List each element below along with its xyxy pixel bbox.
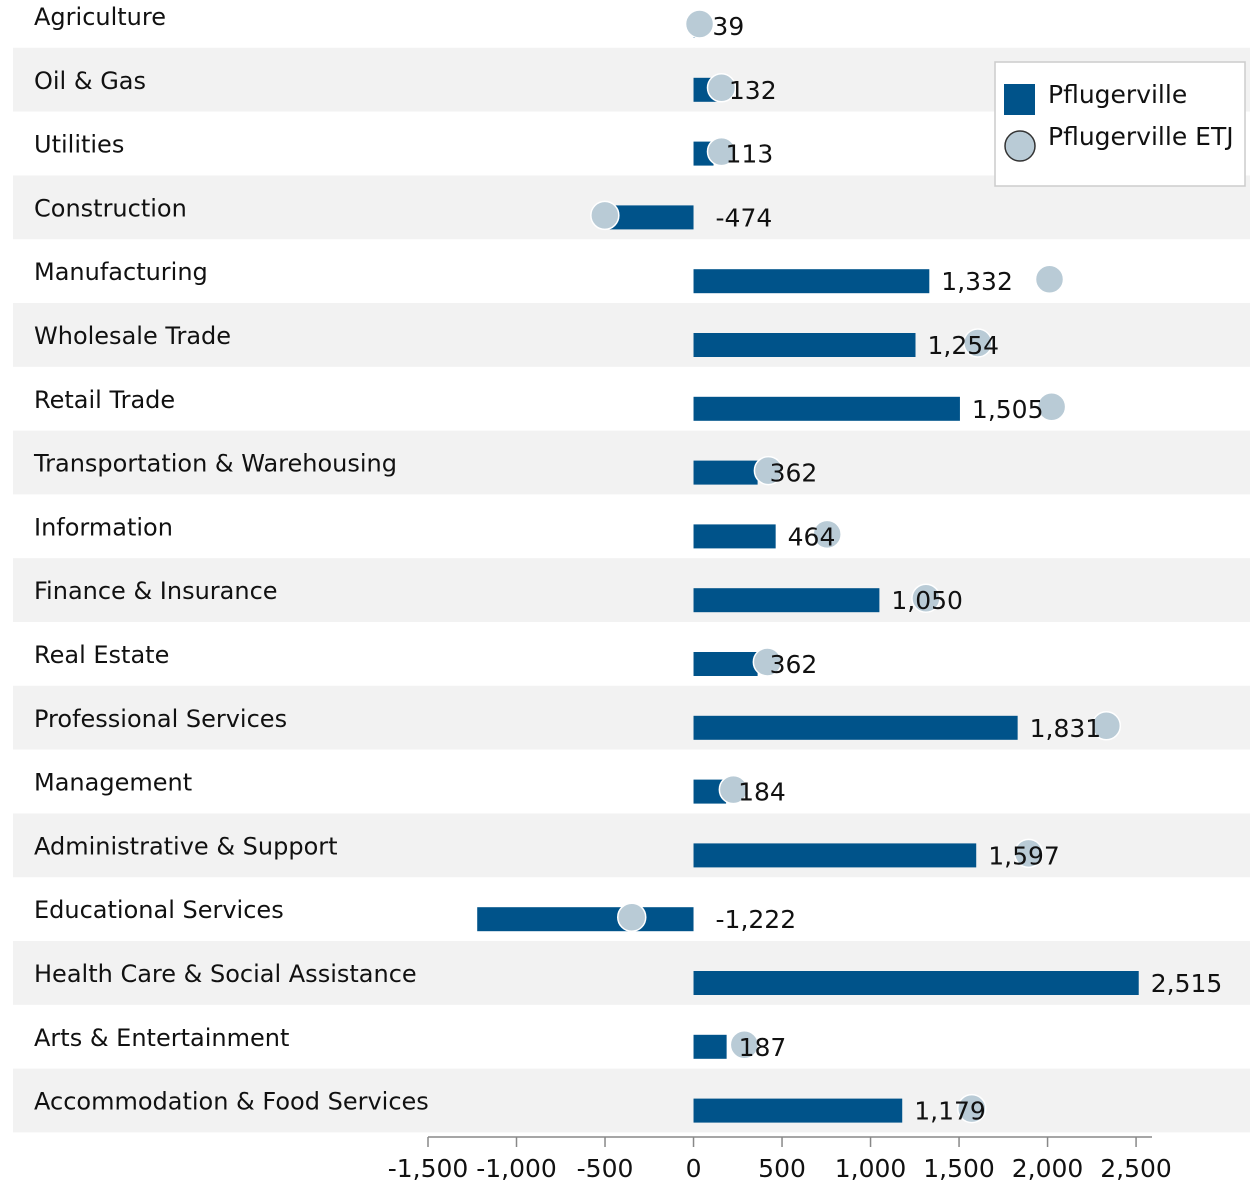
dot — [957, 1093, 987, 1124]
category-label: Arts & Entertainment — [34, 1024, 289, 1052]
bar — [693, 588, 880, 613]
x-tick-label: 2,500 — [1100, 1154, 1172, 1183]
dot — [1036, 392, 1067, 422]
category-label: Wholesale Trade — [34, 322, 231, 350]
bar — [693, 524, 776, 549]
dot — [590, 200, 620, 231]
category-label: Administrative & Support — [34, 832, 338, 860]
bar — [693, 333, 916, 357]
dot — [1034, 264, 1065, 294]
bar — [609, 205, 694, 230]
legend-swatch — [1004, 130, 1036, 162]
bar — [693, 843, 977, 868]
value-label: 362 — [770, 650, 818, 679]
value-label: -474 — [716, 203, 773, 232]
dot — [616, 902, 647, 932]
value-label: 187 — [739, 1033, 787, 1062]
category-label: Agriculture — [34, 3, 166, 31]
category-label: Educational Services — [34, 896, 284, 924]
x-tick-label: -1,500 — [388, 1154, 469, 1183]
category-label: Real Estate — [34, 641, 169, 669]
value-label: 132 — [729, 76, 777, 105]
category-label: Retail Trade — [34, 386, 175, 414]
category-label: Management — [34, 769, 192, 797]
row-stripe — [13, 813, 1250, 878]
value-label: 1,831 — [1030, 714, 1102, 743]
value-label: 362 — [770, 459, 818, 488]
dot — [911, 583, 941, 613]
bar — [693, 1034, 727, 1059]
bar — [693, 971, 1139, 995]
row-stripe — [13, 430, 1250, 495]
bar — [693, 460, 758, 485]
bar — [477, 907, 694, 932]
category-label: Accommodation & Food Services — [34, 1088, 429, 1116]
bar — [693, 1098, 903, 1123]
x-tick-label: 500 — [758, 1154, 806, 1183]
category-label: Information — [34, 513, 173, 541]
value-label: 2,515 — [1151, 969, 1223, 998]
x-tick-label: 1,500 — [923, 1154, 995, 1183]
dot — [706, 73, 737, 103]
value-label: 464 — [788, 522, 836, 551]
category-label: Oil & Gas — [34, 67, 146, 95]
category-label: Health Care & Social Assistance — [34, 960, 417, 988]
dot — [706, 136, 737, 167]
category-label: Finance & Insurance — [34, 577, 278, 605]
x-tick-label: -500 — [577, 1154, 634, 1183]
x-tick-label: 0 — [686, 1154, 702, 1183]
value-label: 1,332 — [941, 267, 1013, 296]
value-label: 39 — [712, 12, 744, 41]
category-label: Transportation & Warehousing — [33, 450, 397, 478]
dot — [718, 774, 749, 805]
category-label: Construction — [34, 194, 187, 222]
category-label: Manufacturing — [34, 258, 208, 286]
legend-label: Pflugerville ETJ — [1048, 122, 1234, 151]
dot — [812, 519, 842, 550]
bar — [693, 396, 960, 421]
bar — [693, 269, 930, 294]
bar — [693, 652, 758, 676]
category-label: Utilities — [34, 131, 124, 159]
value-label: 1,597 — [988, 841, 1060, 870]
row-stripe — [13, 558, 1250, 622]
dot — [752, 647, 783, 677]
value-label: 1,254 — [928, 331, 1000, 360]
legend-box — [994, 61, 1246, 187]
value-label: 1,050 — [891, 586, 963, 615]
x-tick-label: 1,000 — [835, 1154, 907, 1183]
legend-swatch — [1004, 84, 1035, 115]
legend-label: Pflugerville — [1048, 80, 1187, 109]
x-tick-label: -1,000 — [476, 1154, 557, 1183]
x-tick-label: 2,000 — [1012, 1154, 1084, 1183]
row-stripe — [13, 303, 1250, 367]
row-stripe — [13, 685, 1250, 750]
dot — [963, 328, 993, 358]
value-label: 113 — [726, 140, 774, 169]
dot — [753, 455, 784, 486]
category-label: Professional Services — [34, 705, 287, 733]
value-label: 1,179 — [914, 1097, 986, 1126]
value-label: 184 — [738, 778, 786, 807]
dot — [684, 9, 715, 39]
value-label: 1,505 — [972, 395, 1044, 424]
dot — [1091, 711, 1122, 741]
dot — [1013, 838, 1044, 869]
dot — [729, 1030, 760, 1060]
value-label: -1,222 — [716, 905, 797, 934]
row-stripe — [13, 1068, 1250, 1133]
bar — [693, 715, 1018, 740]
